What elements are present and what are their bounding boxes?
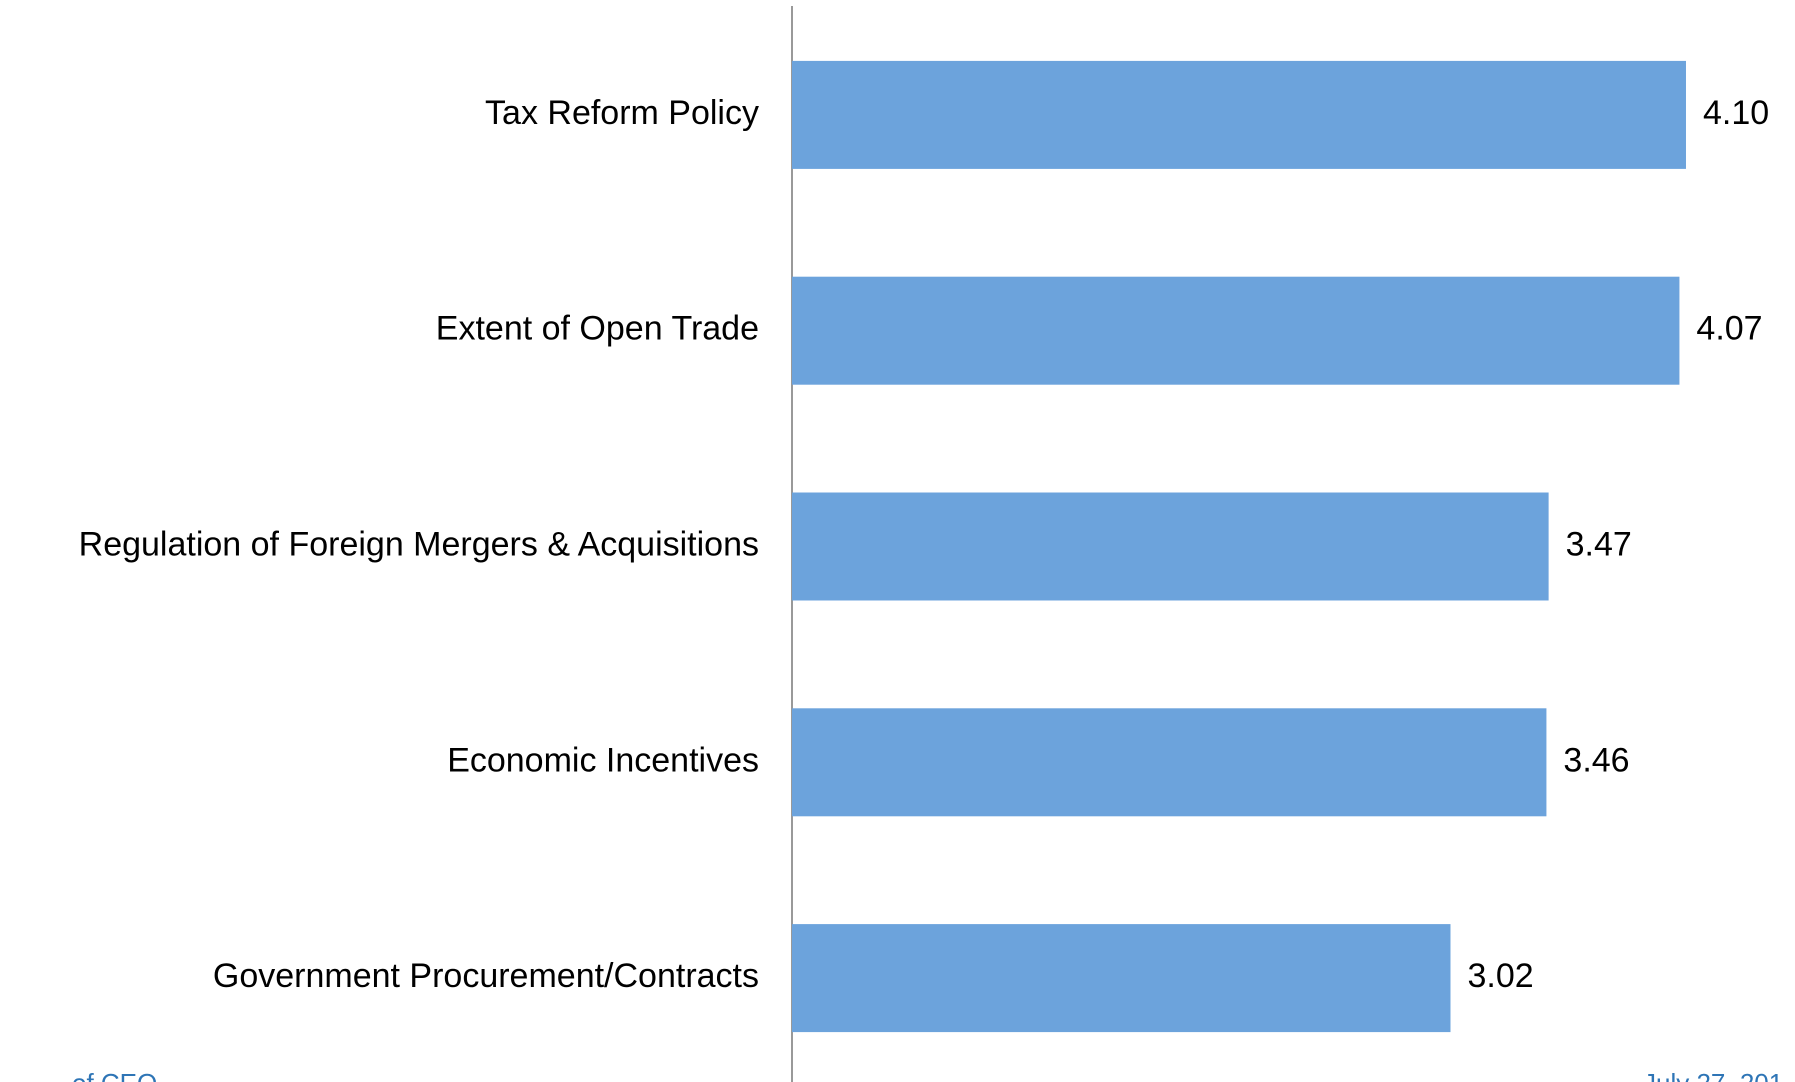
value-label: 4.07 <box>1696 310 1762 348</box>
bar <box>792 60 1686 169</box>
category-label: Economic Incentives <box>447 741 759 779</box>
bar <box>792 276 1680 385</box>
category-label: Regulation of Foreign Mergers & Acquisit… <box>79 525 759 563</box>
value-label: 3.02 <box>1467 957 1533 995</box>
footer-left: of CEO <box>72 1068 157 1082</box>
footer-right: July 27, 201 <box>1643 1068 1783 1082</box>
category-label: Extent of Open Trade <box>436 310 759 348</box>
bar <box>792 708 1547 817</box>
value-label: 4.10 <box>1703 94 1769 132</box>
value-label: 3.47 <box>1566 525 1632 563</box>
bar <box>792 924 1451 1033</box>
category-label: Government Procurement/Contracts <box>213 957 759 995</box>
bar <box>792 492 1549 601</box>
category-label: Tax Reform Policy <box>485 94 759 132</box>
value-label: 3.46 <box>1563 741 1629 779</box>
